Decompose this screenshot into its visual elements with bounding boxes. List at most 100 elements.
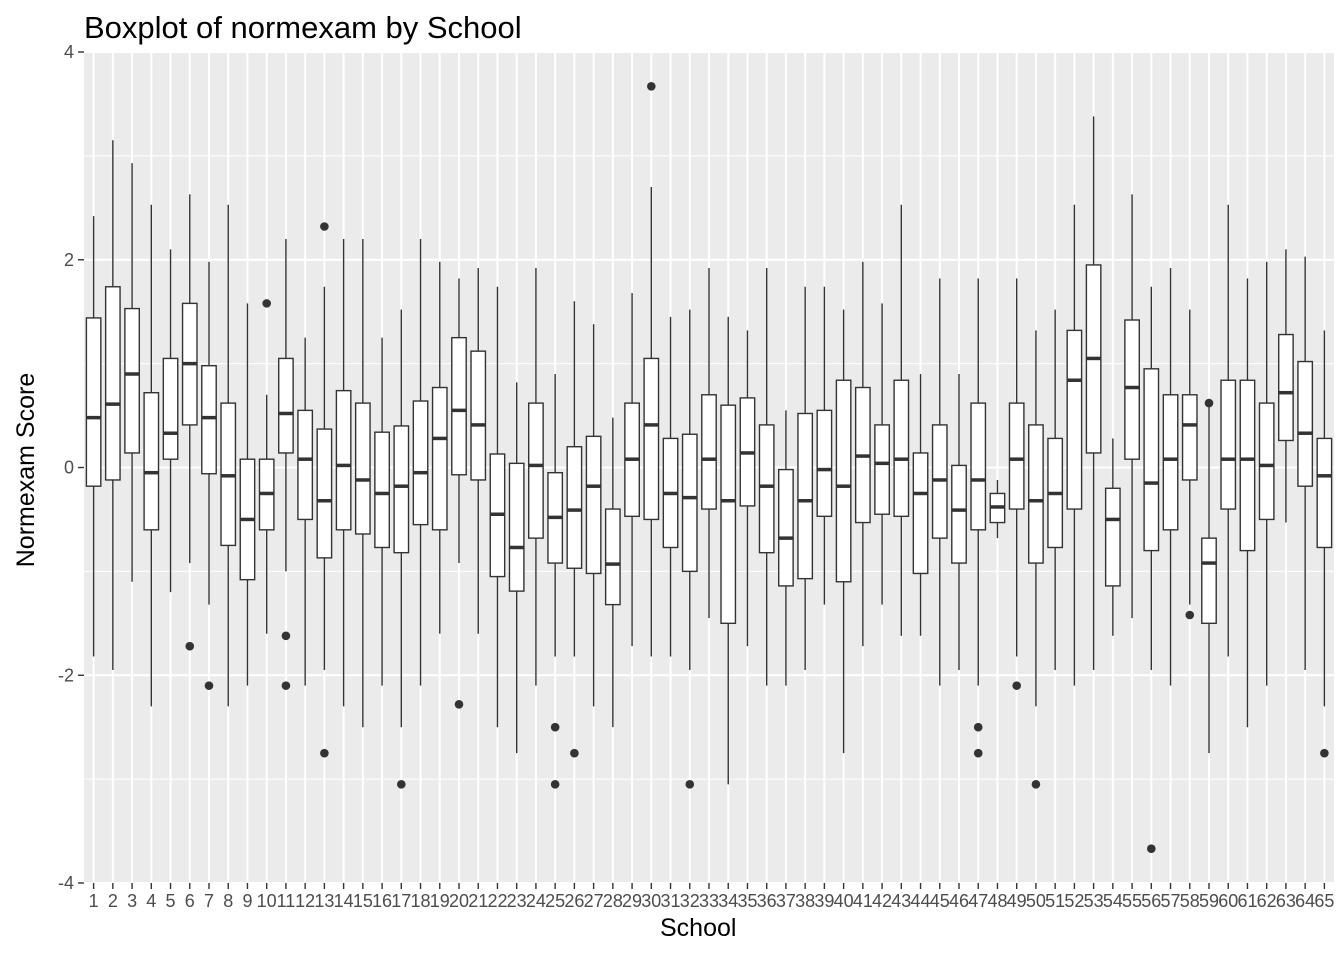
outlier-point xyxy=(1147,844,1156,854)
box-iqr xyxy=(1258,402,1275,521)
box-50 xyxy=(1028,330,1044,789)
box-18 xyxy=(412,238,429,686)
box-iqr xyxy=(604,508,621,606)
outlier-point xyxy=(1012,681,1021,690)
box-45 xyxy=(931,278,948,686)
box-iqr xyxy=(412,400,429,526)
box-iqr xyxy=(470,350,487,481)
x-tick-label: 40 xyxy=(834,891,854,911)
x-tick-label: 42 xyxy=(872,891,892,911)
box-46 xyxy=(951,374,967,671)
box-iqr xyxy=(1297,360,1314,487)
outlier-point xyxy=(320,222,329,231)
x-tick-label: 46 xyxy=(949,891,969,911)
box-iqr xyxy=(566,446,583,569)
box-4 xyxy=(143,204,160,707)
x-tick-label: 9 xyxy=(242,891,252,911)
outlier-point xyxy=(1204,398,1214,408)
box-iqr xyxy=(316,428,333,559)
box-32 xyxy=(681,309,698,789)
outlier-point xyxy=(204,681,214,690)
box-8 xyxy=(220,204,237,707)
x-tick-label: 63 xyxy=(1276,891,1296,911)
box-63 xyxy=(1278,249,1294,523)
box-59 xyxy=(1201,398,1217,754)
x-tick-label: 41 xyxy=(853,891,873,911)
box-57 xyxy=(1162,268,1179,686)
box-iqr xyxy=(162,357,179,460)
box-2 xyxy=(104,140,121,671)
outlier-point xyxy=(973,722,983,732)
box-30 xyxy=(643,81,660,657)
box-39 xyxy=(816,286,833,605)
box-13 xyxy=(316,222,333,758)
box-iqr xyxy=(1143,368,1160,552)
y-tick-label: 0 xyxy=(64,458,74,478)
box-9 xyxy=(239,303,256,686)
x-tick-label: 17 xyxy=(391,891,411,911)
x-tick-label: 57 xyxy=(1161,891,1181,911)
box-64 xyxy=(1297,256,1314,671)
x-tick-label: 16 xyxy=(372,891,392,911)
box-17 xyxy=(393,309,410,789)
box-iqr xyxy=(643,357,660,521)
box-iqr xyxy=(354,402,371,535)
x-tick-label: 6 xyxy=(185,891,195,911)
box-5 xyxy=(162,249,179,593)
x-tick-label: 11 xyxy=(277,891,296,911)
box-25 xyxy=(547,374,564,789)
box-3 xyxy=(124,163,140,582)
x-tick-label: 34 xyxy=(718,891,738,911)
box-iqr xyxy=(1201,537,1217,625)
box-iqr xyxy=(758,424,775,554)
x-tick-label: 35 xyxy=(737,891,757,911)
x-tick-label: 12 xyxy=(295,891,315,911)
box-41 xyxy=(854,261,871,647)
chart-title: Boxplot of normexam by School xyxy=(84,10,522,45)
box-iqr xyxy=(104,286,121,481)
box-iqr xyxy=(1028,424,1044,564)
box-62 xyxy=(1258,261,1275,686)
box-55 xyxy=(1124,194,1140,619)
y-tick-label: -4 xyxy=(58,873,74,893)
box-51 xyxy=(1047,309,1064,671)
x-axis-label: School xyxy=(660,914,737,942)
outlier-point xyxy=(1320,748,1329,758)
x-tick-label: 10 xyxy=(257,891,277,911)
box-38 xyxy=(797,286,814,671)
x-tick-label: 19 xyxy=(430,891,450,911)
outlier-point xyxy=(1031,780,1041,789)
box-22 xyxy=(489,286,506,728)
outlier-point xyxy=(454,700,464,709)
box-21 xyxy=(470,268,487,634)
box-iqr xyxy=(585,435,602,575)
x-tick-label: 4 xyxy=(146,891,156,911)
x-tick-label: 3 xyxy=(127,891,137,911)
y-tick-label: 4 xyxy=(64,42,74,62)
box-iqr xyxy=(451,336,467,476)
x-tick-label: 49 xyxy=(1007,891,1027,911)
x-tick-label: 45 xyxy=(930,891,950,911)
box-iqr xyxy=(835,379,852,583)
box-iqr xyxy=(816,409,833,518)
x-tick-label: 58 xyxy=(1180,891,1200,911)
box-16 xyxy=(374,337,390,686)
outlier-point xyxy=(570,748,579,758)
x-tick-label: 23 xyxy=(507,891,527,911)
x-tick-label: 32 xyxy=(680,891,700,911)
x-tick-label: 24 xyxy=(526,891,546,911)
box-33 xyxy=(701,268,717,619)
x-tick-label: 30 xyxy=(641,891,661,911)
box-series xyxy=(85,81,1333,854)
box-6 xyxy=(181,194,198,651)
box-iqr xyxy=(528,402,544,539)
box-42 xyxy=(874,303,890,605)
outlier-point xyxy=(550,722,560,732)
box-11 xyxy=(278,238,294,690)
box-iqr xyxy=(85,317,102,487)
x-tick-label: 20 xyxy=(449,891,469,911)
x-tick-label: 43 xyxy=(891,891,911,911)
box-iqr xyxy=(1008,402,1025,510)
outlier-point xyxy=(281,631,291,641)
